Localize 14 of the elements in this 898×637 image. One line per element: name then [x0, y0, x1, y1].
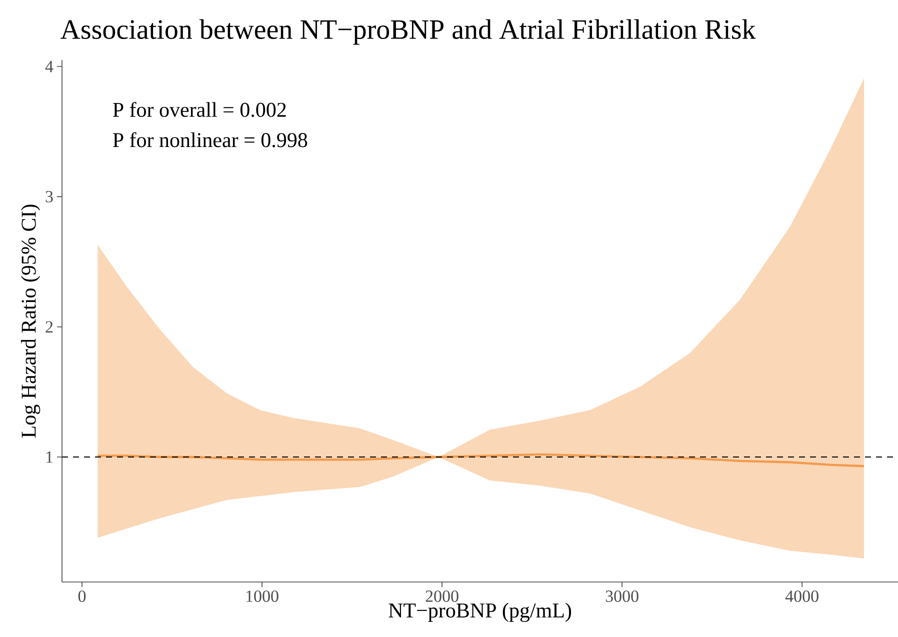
- chart-title: Association between NT−proBNP and Atrial Fibrillation Risk: [60, 19, 756, 45]
- y-tick-label: 4: [45, 60, 54, 72]
- y-tick-label: 3: [46, 190, 53, 202]
- annotation: P for overall = 0.002: [112, 102, 286, 118]
- y-tick-label: 2: [46, 321, 53, 332]
- annotation: P for nonlinear = 0.998: [112, 132, 308, 148]
- x-tick-label: 0: [78, 590, 86, 602]
- y-tick-label: 1: [46, 451, 52, 463]
- x-axis-title: NT−proBNP (pg/mL): [388, 602, 572, 622]
- x-tick-label: 2000: [426, 590, 458, 602]
- x-tick-label: 3000: [606, 590, 638, 602]
- x-tick-label: 4000: [785, 590, 818, 602]
- y-axis-title: Log Hazard Ratio (95% CI): [21, 204, 40, 438]
- x-tick-label: 1000: [246, 590, 278, 602]
